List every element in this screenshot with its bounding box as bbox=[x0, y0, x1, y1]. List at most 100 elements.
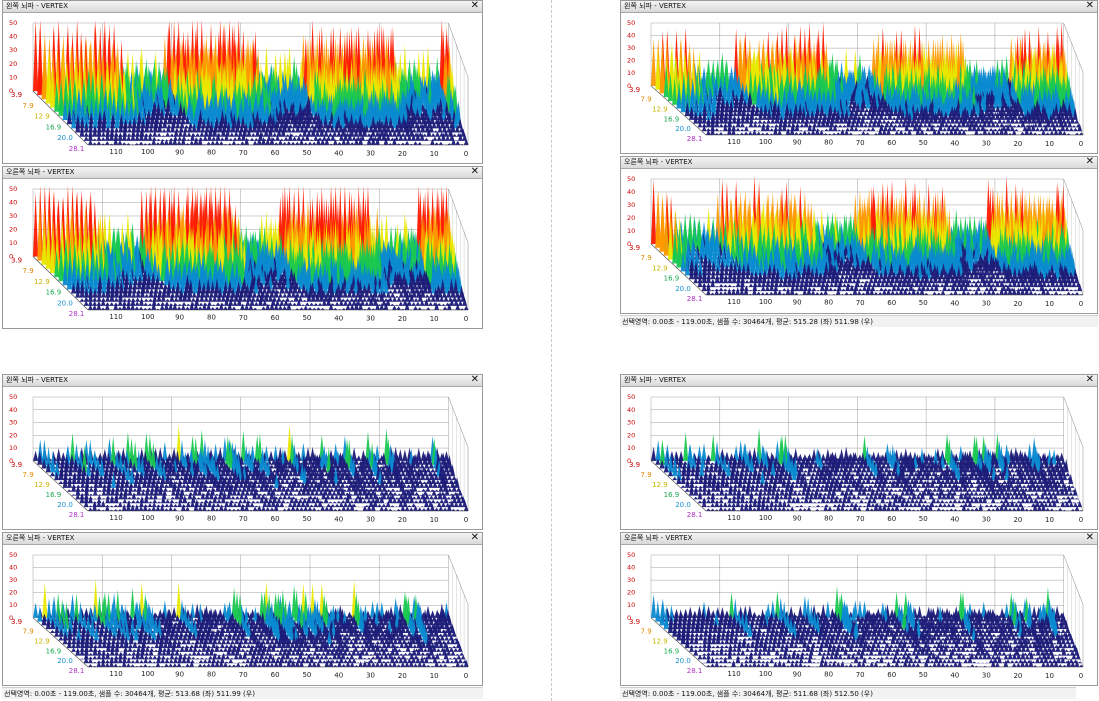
spectrum-peak bbox=[405, 125, 410, 137]
spectrum-peak bbox=[279, 299, 285, 306]
spectrum-peak bbox=[693, 114, 699, 124]
spectrum-peak bbox=[969, 272, 975, 280]
spectrum-peak bbox=[919, 103, 925, 117]
spectrum-peak bbox=[345, 139, 351, 145]
spectrum-peak bbox=[349, 282, 355, 294]
spectrum-peak bbox=[428, 124, 434, 133]
spectrum-peak bbox=[358, 136, 364, 145]
spectrum-peak bbox=[140, 116, 146, 129]
spectrum-peak bbox=[995, 111, 1001, 120]
spectrum-peak bbox=[848, 132, 854, 135]
spectrum-row bbox=[83, 131, 468, 141]
spectrum-peak bbox=[138, 141, 144, 145]
spectrum-peak bbox=[697, 257, 703, 276]
y-tick-label: 40 bbox=[9, 198, 17, 206]
spectrum-peak bbox=[398, 121, 404, 133]
spectrum-peak bbox=[984, 256, 990, 268]
spectrum-peak bbox=[33, 19, 39, 92]
spectrum-peak bbox=[958, 235, 964, 260]
spectrum-peak bbox=[954, 116, 960, 124]
x-tick-label: 110 bbox=[727, 138, 740, 146]
spectrum-peak bbox=[329, 285, 335, 298]
spectrum-peak bbox=[1011, 129, 1017, 135]
spectrum-peak bbox=[715, 103, 721, 117]
spectrum-peak bbox=[392, 296, 398, 302]
spectrum-peak bbox=[206, 141, 212, 145]
spectrum-peak bbox=[186, 294, 192, 302]
spectrum-peak bbox=[787, 271, 793, 284]
spectrum-peak bbox=[177, 303, 183, 306]
spectrum-peak bbox=[938, 91, 944, 113]
spectrum-peak bbox=[252, 118, 258, 133]
spectrum-peak bbox=[988, 115, 994, 124]
spectrum-peak bbox=[753, 270, 759, 284]
spectrum-peak bbox=[340, 110, 346, 129]
spectrum-peak bbox=[1071, 125, 1077, 128]
spectrum-peak bbox=[246, 290, 252, 302]
close-icon[interactable]: ✕ bbox=[1085, 0, 1094, 11]
spectrum-peak bbox=[114, 127, 120, 133]
spectrum-peak bbox=[751, 77, 757, 105]
close-icon[interactable]: ✕ bbox=[1085, 156, 1094, 167]
spectrum-peak bbox=[262, 286, 268, 294]
spectrum-peak bbox=[381, 299, 387, 306]
spectrum-peak bbox=[327, 281, 333, 294]
spectrum-peak bbox=[420, 255, 426, 278]
spectrum-peak bbox=[58, 82, 64, 116]
spectrum-peak bbox=[1009, 125, 1015, 132]
spectrum-peak bbox=[950, 115, 956, 124]
spectrum-peak bbox=[193, 302, 199, 310]
spectrum-peak bbox=[75, 289, 81, 298]
spectrum-peak bbox=[988, 261, 994, 276]
spectrum-peak bbox=[202, 135, 208, 141]
spectrum-peak bbox=[148, 132, 153, 137]
spectrum-peak bbox=[900, 108, 906, 120]
spectrum-peak bbox=[347, 131, 353, 141]
spectrum-peak bbox=[894, 273, 900, 284]
close-icon[interactable]: ✕ bbox=[470, 0, 479, 11]
spectrum-peak bbox=[334, 301, 340, 306]
spectrum-peak bbox=[714, 272, 720, 284]
spectrum-peak bbox=[152, 295, 158, 302]
spectrum-peak bbox=[832, 124, 838, 132]
spectrum-peak bbox=[855, 115, 861, 124]
spectrum-peak bbox=[1036, 102, 1042, 117]
spectrum-peak bbox=[452, 133, 458, 137]
spectrum-peak bbox=[122, 132, 127, 141]
spectrum-peak bbox=[105, 132, 110, 141]
spectrum-peak bbox=[435, 117, 441, 129]
spectrum-peak bbox=[995, 105, 1001, 113]
spectrum-peak bbox=[710, 271, 716, 280]
depth-label: 20.0 bbox=[675, 125, 691, 133]
spectrum-peak bbox=[991, 243, 997, 264]
spectrum-peak bbox=[410, 270, 416, 286]
spectrum-peak bbox=[982, 96, 988, 113]
spectrum-peak bbox=[857, 273, 863, 280]
spectrum-peak bbox=[725, 88, 731, 105]
spectrum-peak bbox=[373, 105, 378, 125]
spectrum-peak bbox=[672, 237, 678, 264]
spectrum-peak bbox=[306, 290, 312, 302]
spectrum-peak bbox=[437, 287, 443, 298]
spectrum-peak bbox=[200, 126, 206, 133]
spectrum-peak bbox=[862, 242, 868, 264]
close-icon[interactable]: ✕ bbox=[470, 166, 479, 177]
panel-titlebar: 오른쪽 뇌파 - VERTEX ✕ bbox=[3, 167, 482, 179]
spectrum-peak bbox=[160, 301, 166, 306]
spectrum-peak bbox=[208, 295, 213, 302]
spectrum-peak bbox=[227, 302, 233, 310]
spectrum-peak bbox=[1055, 262, 1061, 280]
spectrum-peak bbox=[774, 124, 779, 128]
x-tick-label: 80 bbox=[824, 139, 833, 147]
spectrum-peak bbox=[198, 302, 204, 306]
spectrum-peak bbox=[338, 299, 344, 306]
spectrum-peak bbox=[827, 133, 833, 135]
spectrum-peak bbox=[218, 302, 224, 310]
spectrum-peak bbox=[911, 274, 917, 284]
spectrum-peak bbox=[820, 118, 826, 128]
spectrum-peak bbox=[988, 95, 994, 109]
spectrum-peak bbox=[962, 261, 968, 276]
spectrum-peak bbox=[396, 296, 402, 302]
spectrum-peak bbox=[364, 288, 370, 298]
spectrum-peak bbox=[303, 142, 309, 145]
